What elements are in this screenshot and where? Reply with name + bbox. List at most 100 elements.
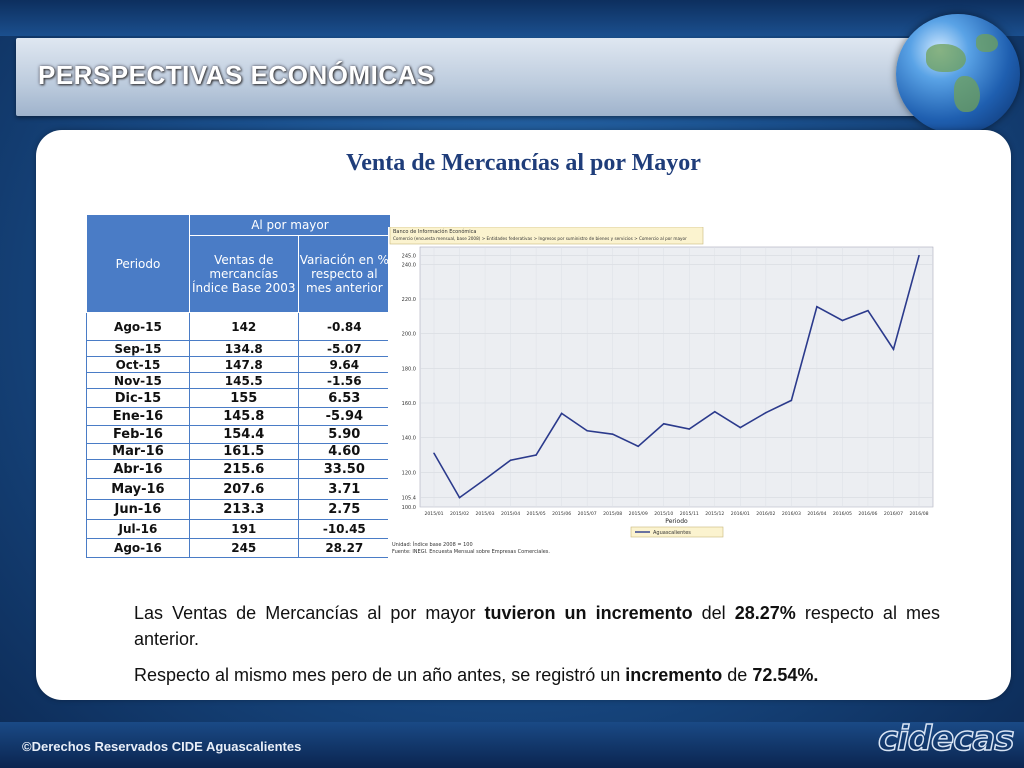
data-point <box>560 412 563 415</box>
y-tick-label: 240.0 <box>402 262 416 268</box>
row-variation: -1.56 <box>297 372 392 389</box>
data-point <box>790 399 793 402</box>
y-tick-label: 160.0 <box>402 401 416 407</box>
row-variation: 6.53 <box>297 388 392 408</box>
data-point <box>713 410 716 413</box>
x-tick-label: 2016/06 <box>858 511 877 517</box>
legend-box <box>630 526 724 538</box>
x-tick-label: 2016/02 <box>756 511 775 517</box>
row-period: Abr-16 <box>86 459 190 479</box>
logo-text: cidecas <box>877 718 1015 760</box>
summary-paragraph-2: Respecto al mismo mes pero de un año ant… <box>134 665 819 685</box>
row-sales: 191 <box>188 519 299 539</box>
summary-paragraph-1: Las Ventas de Mercancías al por mayor tu… <box>134 603 940 649</box>
y-tick-label: 120.0 <box>402 470 416 476</box>
data-point <box>637 445 640 448</box>
x-tick-label: 2016/05 <box>833 511 852 517</box>
row-variation: 3.71 <box>297 478 392 500</box>
table-row: Abr-16 215.6 33.50 <box>86 459 392 479</box>
plot-area <box>419 246 934 508</box>
row-variation: 9.64 <box>297 356 392 373</box>
table-row: Ago-15 142 -0.84 <box>86 312 392 341</box>
table-row: Nov-15 145.5 -1.56 <box>86 372 392 389</box>
page-title: PERSPECTIVAS ECONÓMICAS <box>38 60 435 90</box>
table-row: May-16 207.6 3.71 <box>86 478 392 500</box>
y-tick-label: 100.0 <box>402 505 416 511</box>
header-bar: PERSPECTIVAS ECONÓMICAS <box>16 38 936 116</box>
y-tick-label: 140.0 <box>402 436 416 442</box>
col-var-header: Variación en % respecto al mes anterior <box>297 235 392 313</box>
data-point <box>688 428 691 430</box>
source-line-2: Comercio (encuesta mensual, base 2008) >… <box>393 236 687 241</box>
row-sales: 154.4 <box>188 425 299 444</box>
row-variation: 5.90 <box>297 425 392 444</box>
x-axis-label: Periodo <box>665 518 688 525</box>
data-point <box>918 254 920 257</box>
x-tick-label: 2015/04 <box>501 511 520 517</box>
row-period: Dic-15 <box>86 388 190 408</box>
footer: ©Derechos Reservados CIDE Aguascalientes <box>0 722 1024 768</box>
copyright-text: ©Derechos Reservados CIDE Aguascalientes <box>22 739 302 754</box>
row-sales: 145.5 <box>188 372 299 389</box>
y-tick-label: 180.0 <box>402 366 416 372</box>
row-sales: 207.6 <box>188 478 299 500</box>
row-period: Mar-16 <box>86 443 190 460</box>
table-row: Ago-16 245 28.27 <box>86 538 392 558</box>
data-point <box>662 423 665 425</box>
row-period: May-16 <box>86 478 190 500</box>
data-point <box>841 319 844 322</box>
y-tick-label: 200.0 <box>402 332 416 338</box>
row-variation: -0.84 <box>297 312 392 341</box>
row-variation: 2.75 <box>297 499 392 520</box>
x-tick-label: 2015/05 <box>527 511 546 517</box>
col-sales-header: Ventas de mercancías Índice Base 2003 <box>188 235 299 313</box>
x-tick-label: 2016/01 <box>731 511 750 517</box>
y-tick-label: 105.4 <box>402 496 416 502</box>
row-variation: -5.94 <box>297 407 392 426</box>
x-tick-label: 2015/11 <box>680 511 699 517</box>
cide-logo: cidecas <box>872 715 1015 765</box>
table-row: Sep-15 134.8 -5.07 <box>86 340 392 357</box>
row-sales: 161.5 <box>188 443 299 460</box>
source-line-1: Banco de Información Económica <box>393 228 477 235</box>
data-point <box>739 426 742 429</box>
source-box <box>389 226 704 245</box>
row-sales: 245 <box>188 538 299 558</box>
group-header: Al por mayor <box>188 214 392 236</box>
summary-text: Las Ventas de Mercancías al por mayor tu… <box>134 600 940 698</box>
chart-note-unit: Unidad: Índice base 2008 = 100 <box>392 541 473 548</box>
row-sales: 134.8 <box>188 340 299 357</box>
table-row: Oct-15 147.8 9.64 <box>86 356 392 373</box>
data-point <box>892 348 895 351</box>
data-point <box>433 452 435 455</box>
row-period: Sep-15 <box>86 340 190 357</box>
data-point <box>586 429 588 432</box>
col-period-header: Periodo <box>86 214 190 313</box>
x-tick-label: 2016/07 <box>884 511 903 517</box>
data-point <box>509 459 512 461</box>
table-row: Jul-16 191 -10.45 <box>86 519 392 539</box>
x-tick-label: 2015/09 <box>629 511 648 517</box>
row-sales: 215.6 <box>188 459 299 479</box>
x-tick-label: 2016/03 <box>782 511 801 517</box>
row-variation: -10.45 <box>297 519 392 539</box>
data-point <box>535 454 537 456</box>
row-period: Ene-16 <box>86 407 190 426</box>
data-point <box>816 305 818 308</box>
row-period: Jul-16 <box>86 519 190 539</box>
x-tick-label: 2015/08 <box>603 511 622 517</box>
row-variation: 28.27 <box>297 538 392 558</box>
y-tick-label: 245.0 <box>402 254 416 260</box>
row-variation: 4.60 <box>297 443 392 460</box>
row-period: Feb-16 <box>86 425 190 444</box>
data-point <box>484 478 486 481</box>
content-card: Venta de Mercancías al por Mayor Periodo… <box>36 130 1011 700</box>
row-period: Jun-16 <box>86 499 190 520</box>
row-sales: 155 <box>188 388 299 408</box>
table-row: Jun-16 213.3 2.75 <box>86 499 392 520</box>
table-row: Dic-15 155 6.53 <box>86 388 392 408</box>
row-sales: 145.8 <box>188 407 299 426</box>
table-row: Mar-16 161.5 4.60 <box>86 443 392 460</box>
data-point <box>867 309 869 312</box>
